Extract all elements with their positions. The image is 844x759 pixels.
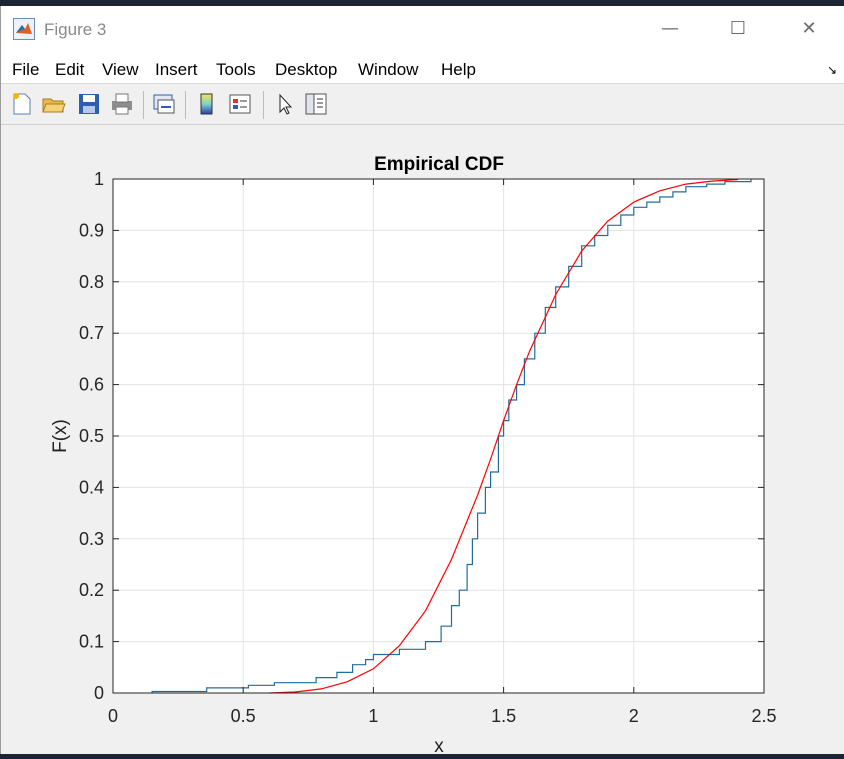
insert-legend-icon[interactable] xyxy=(227,91,253,117)
matlab-logo-icon xyxy=(13,18,35,40)
insert-colorbar-icon[interactable] xyxy=(194,91,220,117)
window-title: Figure 3 xyxy=(44,20,107,39)
figure-toolbar xyxy=(1,85,844,125)
x-tick-label: 2.5 xyxy=(751,706,776,726)
dock-arrow-icon[interactable]: ↘ xyxy=(826,63,837,77)
x-tick-label: 1 xyxy=(368,706,378,726)
new-figure-icon[interactable] xyxy=(9,91,35,117)
figure-window: Figure 3 — ☐ ✕ File Edit View Insert Too… xyxy=(0,6,844,757)
x-axis-label: x xyxy=(434,736,444,754)
title-bar[interactable]: Figure 3 — ☐ ✕ xyxy=(1,6,844,54)
toolbar-separator xyxy=(185,91,186,119)
menu-window[interactable]: Window xyxy=(358,60,419,79)
link-plot-icon[interactable] xyxy=(151,91,177,117)
menu-bar: File Edit View Insert Tools Desktop Wind… xyxy=(1,54,844,84)
x-tick-label: 1.5 xyxy=(491,706,516,726)
property-inspector-icon[interactable] xyxy=(303,91,329,117)
y-axis-label: F(x) xyxy=(50,419,71,453)
menu-view[interactable]: View xyxy=(102,60,139,79)
figure-canvas: 0 0.5 1 1.5 2 2.5 0 0.1 0.2 0.3 0.4 0.5 0.6 0.7 0.8 0.9… xyxy=(2,126,844,757)
y-tick-label: 0.6 xyxy=(79,375,104,395)
menu-edit[interactable]: Edit xyxy=(55,60,85,79)
close-button[interactable]: ✕ xyxy=(801,18,817,39)
y-tick-label: 0.5 xyxy=(79,426,104,446)
menu-help[interactable]: Help xyxy=(441,60,476,79)
cdf-chart[interactable]: 0 0.5 1 1.5 2 2.5 0 0.1 0.2 0.3 0.4 0.5 0.6 0.7 0.8 0.9… xyxy=(2,126,844,757)
axes-box xyxy=(112,178,765,694)
edit-plot-pointer-icon[interactable] xyxy=(272,91,298,117)
x-tick-label: 0 xyxy=(108,706,118,726)
menu-file[interactable]: File xyxy=(12,60,40,79)
open-file-icon[interactable] xyxy=(41,91,67,117)
y-tick-label: 0.9 xyxy=(79,220,104,240)
y-tick-label: 1 xyxy=(94,169,104,189)
y-tick-label: 0.2 xyxy=(79,580,104,600)
chart-title: Empirical CDF xyxy=(374,154,504,175)
x-tick-label: 2 xyxy=(629,706,639,726)
print-icon[interactable] xyxy=(109,91,135,117)
y-tick-label: 0.8 xyxy=(79,272,104,292)
y-tick-label: 0.7 xyxy=(79,323,104,343)
y-tick-label: 0 xyxy=(94,683,104,703)
toolbar-separator xyxy=(143,91,144,119)
minimize-button[interactable]: — xyxy=(661,18,679,39)
maximize-button[interactable]: ☐ xyxy=(729,18,747,39)
y-tick-label: 0.3 xyxy=(79,529,104,549)
save-icon[interactable] xyxy=(76,91,102,117)
y-tick-label: 0.1 xyxy=(79,632,104,652)
y-tick-label: 0.4 xyxy=(79,477,104,497)
menu-tools[interactable]: Tools xyxy=(216,60,256,79)
toolbar-separator xyxy=(263,91,264,119)
menu-desktop[interactable]: Desktop xyxy=(275,60,338,79)
fitted-cdf-line xyxy=(269,178,739,694)
x-tick-label: 0.5 xyxy=(231,706,256,726)
menu-insert[interactable]: Insert xyxy=(155,60,198,79)
